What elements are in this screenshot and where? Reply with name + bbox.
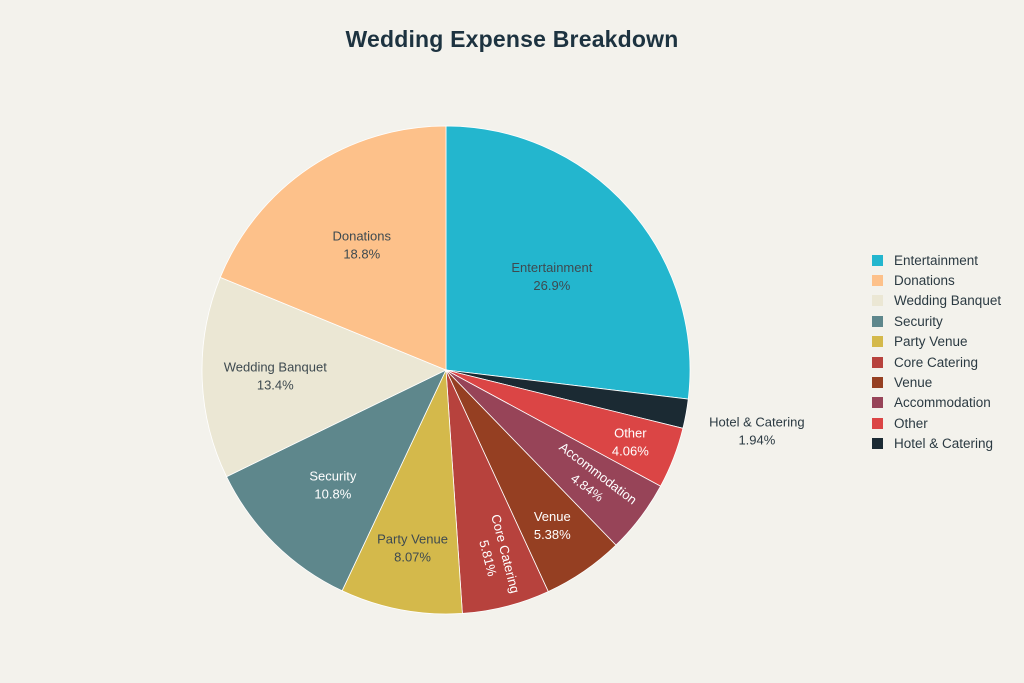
legend-label: Hotel & Catering bbox=[894, 436, 994, 452]
slice-label-value: 5.38% bbox=[534, 527, 571, 542]
slice-label-name: Donations bbox=[332, 228, 391, 243]
legend-item-accommodation[interactable]: Accommodation bbox=[872, 393, 1001, 413]
slice-label-hotel-and-catering: Hotel & Catering 1.94% bbox=[709, 415, 804, 448]
legend-swatch bbox=[872, 315, 883, 327]
slice-label-value: 18.8% bbox=[343, 246, 380, 261]
slice-label-name: Other bbox=[614, 425, 647, 440]
legend-item-venue[interactable]: Venue bbox=[872, 372, 1001, 392]
slice-label-other: Other 4.06% bbox=[612, 425, 649, 458]
slice-label-venue: Venue 5.38% bbox=[534, 509, 571, 542]
legend-swatch bbox=[872, 377, 883, 389]
legend-label: Wedding Banquet bbox=[894, 293, 1002, 309]
legend-label: Other bbox=[894, 415, 928, 431]
legend-label: Venue bbox=[894, 375, 933, 391]
slice-label-name: Wedding Banquet bbox=[224, 359, 328, 374]
pie-slice-wedding-banquet[interactable] bbox=[201, 276, 447, 478]
slice-label-name: Venue bbox=[534, 509, 571, 524]
legend-item-other[interactable]: Other bbox=[872, 413, 1001, 433]
legend-item-hotel-and-catering[interactable]: Hotel & Catering bbox=[872, 434, 1001, 454]
legend-label: Party Venue bbox=[894, 334, 968, 350]
legend-label: Security bbox=[894, 313, 943, 329]
pie-slice-security[interactable] bbox=[226, 369, 447, 592]
legend-label: Accommodation bbox=[894, 395, 991, 411]
slice-label-name: Hotel & Catering bbox=[709, 415, 804, 430]
slice-label-party-venue: Party Venue 8.07% bbox=[377, 531, 448, 564]
legend-swatch bbox=[872, 356, 883, 368]
slice-label-value: 8.07% bbox=[394, 549, 431, 564]
pie-slice-donations[interactable] bbox=[219, 125, 447, 371]
legend-label: Donations bbox=[894, 273, 955, 289]
legend-swatch bbox=[872, 295, 883, 307]
chart-legend: Entertainment Donations Wedding Banquet Sec… bbox=[872, 250, 1001, 454]
slice-label-name: Party Venue bbox=[377, 531, 448, 546]
pie-slice-party-venue[interactable] bbox=[341, 368, 463, 615]
legend-item-security[interactable]: Security bbox=[872, 311, 1001, 331]
legend-swatch bbox=[872, 254, 883, 266]
slice-label-security: Security 10.8% bbox=[309, 469, 356, 502]
slice-label-entertainment: Entertainment 26.9% bbox=[511, 260, 592, 293]
legend-swatch bbox=[872, 417, 883, 429]
slice-label-value: 26.9% bbox=[533, 278, 570, 293]
slice-label-wedding-banquet: Wedding Banquet 13.4% bbox=[224, 359, 328, 392]
legend-item-entertainment[interactable]: Entertainment bbox=[872, 250, 1001, 270]
chart-title: Wedding Expense Breakdown bbox=[345, 26, 679, 52]
legend-item-wedding-banquet[interactable]: Wedding Banquet bbox=[872, 291, 1001, 311]
slice-label-value: 1.94% bbox=[738, 433, 775, 448]
slice-label-name: Security bbox=[309, 469, 356, 484]
slice-label-value: 4.06% bbox=[612, 443, 649, 458]
legend-item-party-venue[interactable]: Party Venue bbox=[872, 332, 1001, 352]
slice-label-value: 10.8% bbox=[314, 487, 351, 502]
legend-swatch bbox=[872, 336, 883, 348]
legend-item-core-catering[interactable]: Core Catering bbox=[872, 352, 1001, 372]
legend-swatch bbox=[872, 275, 883, 287]
legend-label: Entertainment bbox=[894, 252, 979, 268]
slice-label-donations: Donations 18.8% bbox=[332, 228, 391, 261]
legend-item-donations[interactable]: Donations bbox=[872, 270, 1001, 290]
pie-slice-entertainment[interactable] bbox=[445, 125, 691, 400]
slice-label-name: Entertainment bbox=[511, 260, 592, 275]
legend-label: Core Catering bbox=[894, 354, 979, 370]
slice-label-value: 13.4% bbox=[257, 377, 294, 392]
legend-swatch bbox=[872, 397, 883, 409]
legend-swatch bbox=[872, 438, 883, 450]
